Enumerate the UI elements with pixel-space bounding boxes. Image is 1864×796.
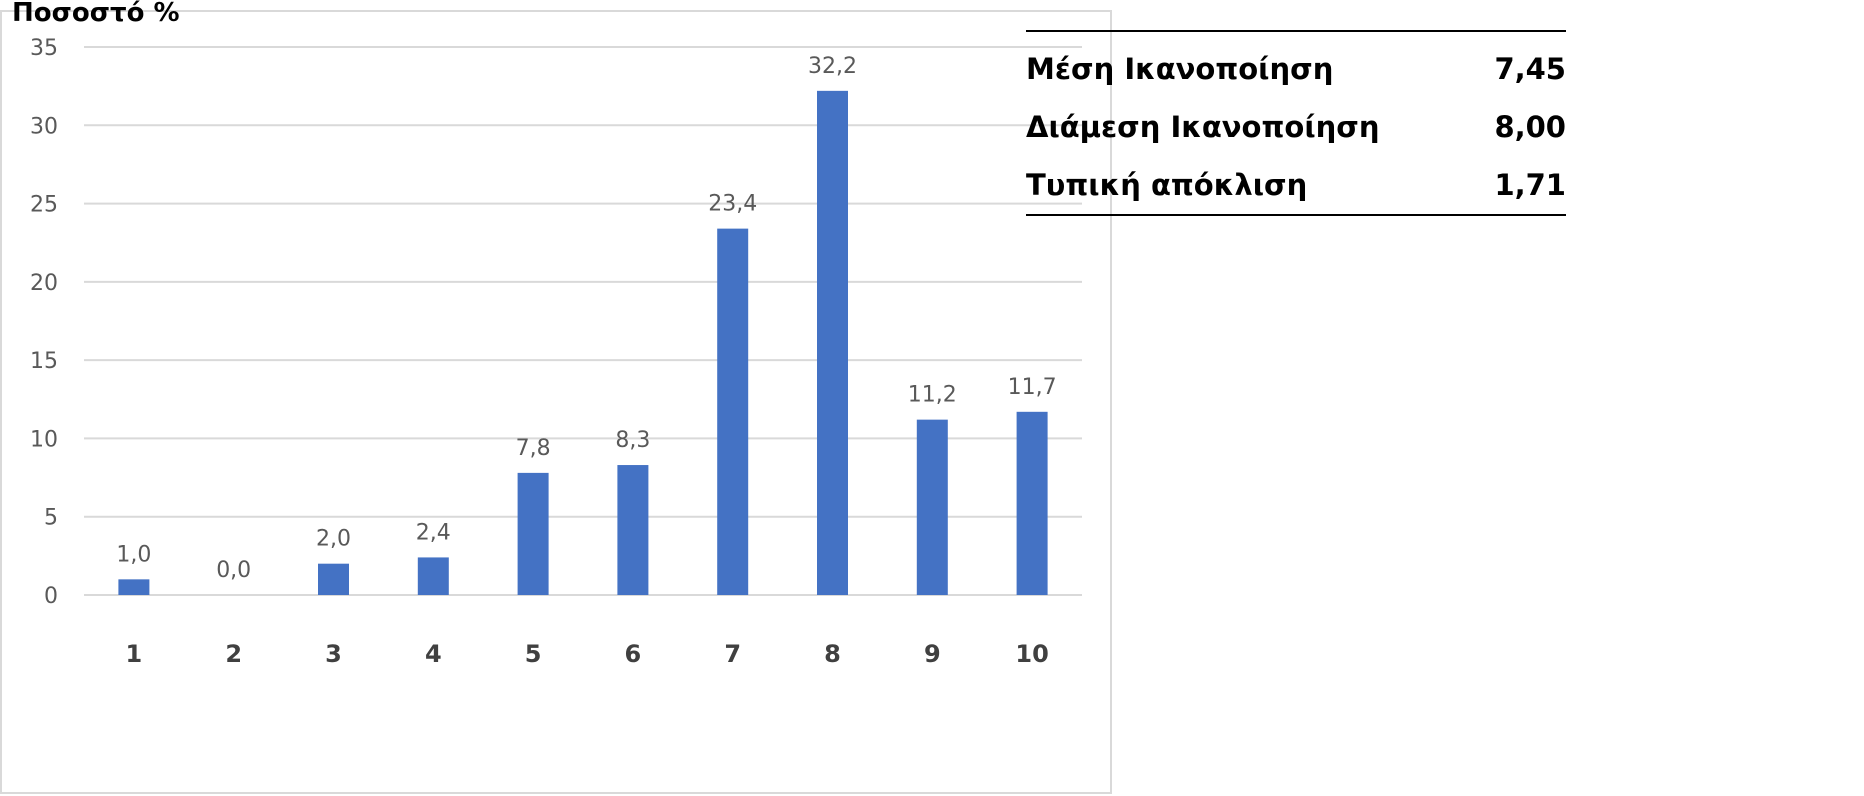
y-tick-label: 5 xyxy=(44,506,58,531)
bar xyxy=(817,90,848,595)
y-tick-label: 25 xyxy=(30,193,58,218)
data-label: 11,2 xyxy=(908,383,957,408)
stat-value: 7,45 xyxy=(1475,30,1566,98)
data-label: 11,7 xyxy=(1008,375,1057,400)
stat-row-median: Διάμεση Ικανοποίηση 8,00 xyxy=(1026,98,1566,156)
x-tick-label: 1 xyxy=(126,640,143,668)
data-label: 23,4 xyxy=(708,192,757,217)
stat-label: Τυπική απόκλιση xyxy=(1026,156,1476,216)
y-tick-label: 15 xyxy=(30,349,58,374)
y-tick-label: 10 xyxy=(30,427,58,452)
y-tick-label: 35 xyxy=(30,36,58,61)
chart-frame: Ποσοστό % 0 5 10 15 20 25 30 35 1 1,0 2 0,0 3 2,0 4 2,4… xyxy=(0,0,1112,794)
x-tick-label: 4 xyxy=(425,640,442,668)
stat-value: 1,71 xyxy=(1475,156,1566,216)
bar xyxy=(417,557,449,595)
data-label: 8,3 xyxy=(615,428,650,453)
data-label: 0,0 xyxy=(216,558,251,583)
stat-label: Μέση Ικανοποίηση xyxy=(1026,30,1476,98)
statistics-table: Μέση Ικανοποίηση 7,45 Διάμεση Ικανοποίησ… xyxy=(1026,30,1864,216)
stat-value: 8,00 xyxy=(1494,110,1566,144)
data-label: 32,2 xyxy=(808,54,857,79)
x-tick-label: 5 xyxy=(525,640,542,668)
x-tick-label: 7 xyxy=(724,640,741,668)
data-label: 2,0 xyxy=(316,527,351,552)
data-label: 7,8 xyxy=(516,436,551,461)
x-tick-label: 2 xyxy=(225,640,242,668)
y-tick-label: 0 xyxy=(44,584,58,609)
data-label: 2,4 xyxy=(416,520,451,545)
bar xyxy=(318,563,349,595)
bar xyxy=(118,579,150,595)
bar xyxy=(517,472,549,595)
stat-label: Διάμεση Ικανοποίηση xyxy=(1026,110,1380,144)
bar xyxy=(1016,411,1048,595)
stat-row-stddev: Τυπική απόκλιση 1,71 xyxy=(1026,156,1566,216)
y-tick-label: 20 xyxy=(30,271,58,296)
bar-chart: 0 5 10 15 20 25 30 35 1 1,0 2 0,0 3 2,0 4 2,4 5 7,8 6 8,3 7 2… xyxy=(30,36,1082,668)
bar xyxy=(617,465,649,595)
x-tick-label: 3 xyxy=(325,640,342,668)
bar xyxy=(916,419,948,595)
x-tick-label: 10 xyxy=(1015,640,1048,668)
data-label: 1,0 xyxy=(116,542,151,567)
x-tick-label: 8 xyxy=(824,640,841,668)
y-axis-label: Ποσοστό % xyxy=(12,0,180,28)
stat-row-mean: Μέση Ικανοποίηση 7,45 xyxy=(1026,30,1566,98)
x-tick-label: 9 xyxy=(924,640,941,668)
bar xyxy=(717,228,749,595)
y-tick-label: 30 xyxy=(30,114,58,139)
x-tick-label: 6 xyxy=(625,640,642,668)
